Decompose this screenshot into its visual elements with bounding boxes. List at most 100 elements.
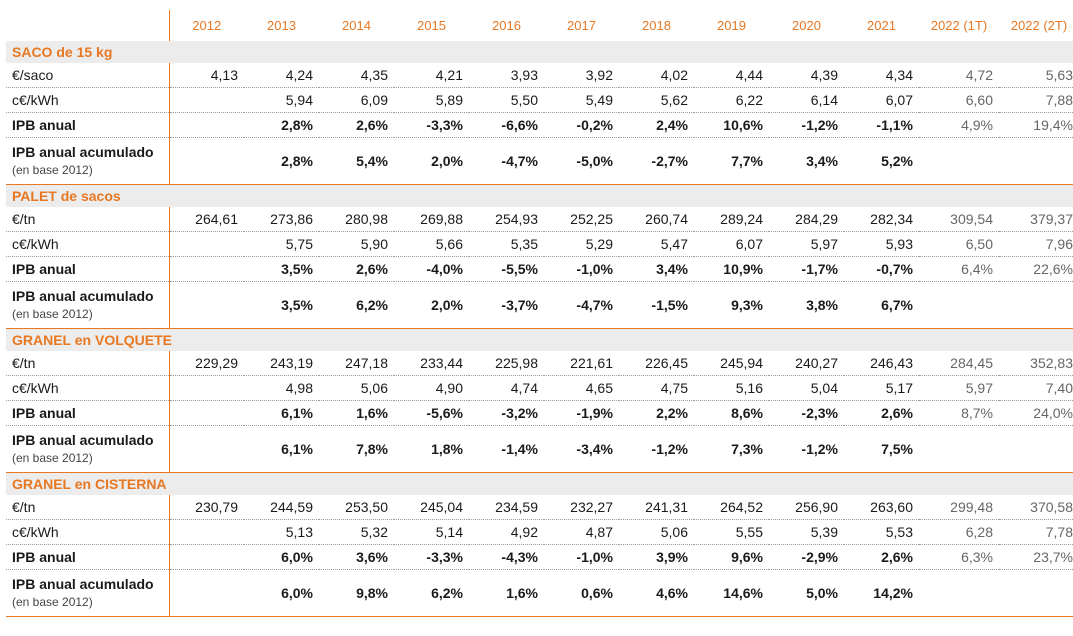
table-cell: 5,50 [469,87,544,113]
table-cell: -1,1% [844,112,919,138]
table-row: IPB anual 3,5% 2,6% -4,0% -5,5% -1,0% 3,4% 10,9… [6,256,1073,282]
table-cell: 284,29 [769,207,844,232]
table-cell: -1,0% [544,256,619,282]
row-label: c€/kWh [6,231,170,257]
table-cell: 229,29 [169,351,244,376]
table-cell: -5,6% [394,400,469,426]
table-cell: 264,52 [694,495,769,520]
table-cell: 2,4% [619,112,694,138]
table-cell: 6,0% [244,569,319,617]
table-cell: 370,58 [999,495,1073,520]
year-header: 2021 [867,18,896,33]
table-cell: 6,07 [844,87,919,113]
accumulated-label: IPB anual acumulado [12,432,154,448]
table-cell: -4,7% [544,281,619,329]
row-label: IPB anual [6,400,170,426]
table-row: IPB anual 6,1% 1,6% -5,6% -3,2% -1,9% 2,2% 8,6%… [6,400,1073,426]
accumulated-sublabel: (en base 2012) [12,163,93,177]
table-cell: 5,47 [619,231,694,257]
table-cell: 240,27 [769,351,844,376]
section-header-row: PALET de sacos [6,184,1073,207]
table-cell: 5,17 [844,375,919,401]
table-cell: 5,49 [544,87,619,113]
year-header: 2016 [492,18,521,33]
table-cell: 5,89 [394,87,469,113]
table-cell: 22,6% [999,256,1073,282]
table-cell: 269,88 [394,207,469,232]
row-label: c€/kWh [6,519,170,545]
accumulated-row: IPB anual acumulado (en base 2012) 6,1% 7,8… [6,425,1073,473]
table-cell: 263,60 [844,495,919,520]
accumulated-row: IPB anual acumulado (en base 2012) 2,8% 5,4… [6,137,1073,185]
table-cell: 6,0% [244,544,319,570]
table-cell: 264,61 [169,207,244,232]
table-cell: 284,45 [919,351,999,376]
table-row: €/saco 4,13 4,24 4,35 4,21 3,93 3,92 4,02 4,44 4,… [6,63,1073,88]
table-cell: 19,4% [999,112,1073,138]
table-row: IPB anual 2,8% 2,6% -3,3% -6,6% -0,2% 2,4% 10,6… [6,112,1073,138]
table-cell: -1,9% [544,400,619,426]
year-header: 2012 [192,18,222,33]
table-cell: 5,97 [919,375,999,401]
table-cell: 4,6% [619,569,694,617]
table-cell: -3,2% [469,400,544,426]
year-header: 2020 [792,18,821,33]
table-cell: 10,9% [694,256,769,282]
table-cell: 273,86 [244,207,319,232]
table-cell: 247,18 [319,351,394,376]
row-label: c€/kWh [6,87,170,113]
table-cell: 233,44 [394,351,469,376]
table-cell: -1,5% [619,281,694,329]
table-cell [169,231,244,257]
accumulated-label: IPB anual acumulado [12,144,154,160]
table-cell: 4,34 [844,63,919,88]
table-cell: 3,8% [769,281,844,329]
table-cell: 9,6% [694,544,769,570]
row-label: IPB anual [6,256,170,282]
table-cell: 0,6% [544,569,619,617]
table-cell: 254,93 [469,207,544,232]
year-header: 2018 [642,18,671,33]
price-table: 2012 2013 2014 2015 2016 2017 2018 2019 2020 2021… [6,10,1073,617]
table-cell: 7,3% [694,425,769,473]
table-cell: 14,6% [694,569,769,617]
table-cell: 5,55 [694,519,769,545]
table-cell [169,256,244,282]
table-cell: 6,2% [319,281,394,329]
table-cell: 9,8% [319,569,394,617]
table-cell [169,425,244,473]
table-cell: 3,6% [319,544,394,570]
table-cell: 3,92 [544,63,619,88]
table-cell: 3,5% [244,281,319,329]
table-cell: 4,98 [244,375,319,401]
table-cell: 6,07 [694,231,769,257]
table-row: €/tn 229,29 243,19 247,18 233,44 225,98 221,61… [6,351,1073,376]
row-label: c€/kWh [6,375,170,401]
table-cell: -4,7% [469,137,544,185]
table-cell: 24,0% [999,400,1073,426]
table-cell: 256,90 [769,495,844,520]
table-cell: 6,22 [694,87,769,113]
table-cell: 253,50 [319,495,394,520]
section-header-row: SACO de 15 kg [6,41,1073,63]
table-cell: 232,27 [544,495,619,520]
table-cell: 2,8% [244,137,319,185]
row-label: IPB anual acumulado (en base 2012) [6,281,170,329]
table-cell: -1,2% [619,425,694,473]
table-cell [169,375,244,401]
table-row: c€/kWh 5,13 5,32 5,14 4,92 4,87 5,06 5,55 5,39 5,… [6,519,1073,545]
table-cell: 2,6% [844,400,919,426]
table-cell [169,519,244,545]
table-cell: 6,1% [244,425,319,473]
table-cell: 243,19 [244,351,319,376]
table-cell: 225,98 [469,351,544,376]
accumulated-sublabel: (en base 2012) [12,595,93,609]
table-cell: 5,06 [319,375,394,401]
table-cell: 2,2% [619,400,694,426]
table-cell: -2,7% [619,137,694,185]
section-title: GRANEL en VOLQUETE [6,328,1073,351]
table-cell: 5,13 [244,519,319,545]
accumulated-sublabel: (en base 2012) [12,307,93,321]
table-cell: 2,6% [844,544,919,570]
table-cell: 7,78 [999,519,1073,545]
